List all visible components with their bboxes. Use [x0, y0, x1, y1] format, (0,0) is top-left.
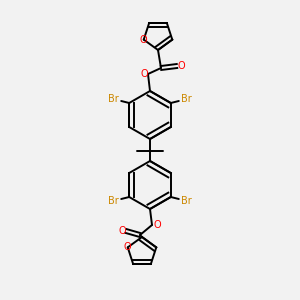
Text: Br: Br: [182, 196, 192, 206]
Text: O: O: [177, 61, 185, 71]
Text: O: O: [140, 69, 148, 79]
Text: O: O: [140, 34, 148, 45]
Text: O: O: [118, 226, 126, 236]
Text: O: O: [124, 242, 131, 252]
Text: Br: Br: [182, 94, 192, 104]
Text: Br: Br: [108, 196, 118, 206]
Text: O: O: [153, 220, 161, 230]
Text: Br: Br: [108, 94, 118, 104]
